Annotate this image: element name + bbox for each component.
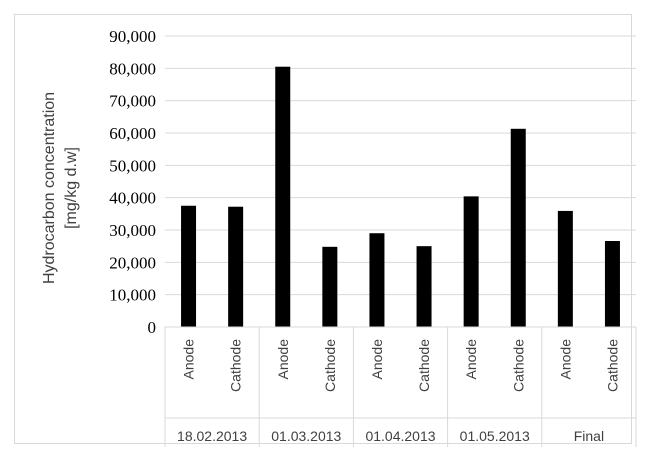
bar (510, 128, 526, 327)
x-tick-label: Anode (463, 339, 479, 380)
y-tick-label: 70,000 (109, 92, 156, 111)
x-tick-label: Anode (275, 339, 291, 380)
x-tick-label: Cathode (510, 339, 526, 392)
x-tick-label: Anode (557, 339, 573, 380)
group-label: 18.02.2013 (177, 428, 247, 444)
bar (275, 66, 291, 327)
bar (228, 206, 244, 327)
group-label: Final (574, 428, 604, 444)
y-tick-label: 60,000 (109, 124, 156, 143)
group-label: 01.05.2013 (460, 428, 530, 444)
bar (181, 205, 197, 327)
y-tick-label: 20,000 (109, 253, 156, 272)
bar (416, 246, 432, 327)
y-tick-label: 90,000 (109, 27, 156, 46)
x-tick-label: Cathode (322, 339, 338, 392)
y-tick-label: 80,000 (109, 59, 156, 78)
y-axis-label-line-1: Hydrocarbon concentration (41, 92, 58, 284)
bar (463, 196, 479, 327)
x-tick-label: Anode (181, 339, 197, 380)
group-label: 01.03.2013 (271, 428, 341, 444)
group-label: 01.04.2013 (365, 428, 435, 444)
bar (369, 233, 385, 327)
y-tick-label: 30,000 (109, 221, 156, 240)
y-tick-label: 10,000 (109, 286, 156, 305)
bar (557, 210, 573, 327)
y-axis-label-line-2: [mg/kg d.w] (63, 147, 80, 229)
bar (604, 240, 620, 327)
y-tick-label: 0 (148, 318, 157, 337)
bar (322, 246, 338, 327)
chart-frame (14, 14, 632, 444)
y-tick-label: 40,000 (109, 189, 156, 208)
y-tick-label: 50,000 (109, 156, 156, 175)
x-tick-label: Anode (369, 339, 385, 380)
x-tick-label: Cathode (604, 339, 620, 392)
x-tick-label: Cathode (416, 339, 432, 392)
x-tick-label: Cathode (228, 339, 244, 392)
